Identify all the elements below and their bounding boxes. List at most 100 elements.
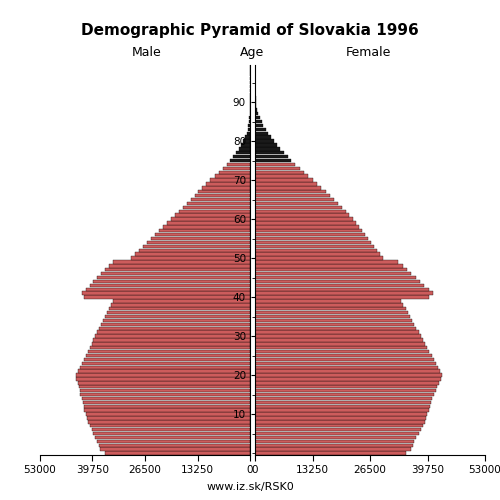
Bar	[242, 144, 250, 146]
Bar	[255, 163, 296, 166]
Bar	[255, 222, 356, 224]
Bar	[94, 432, 250, 435]
Bar	[255, 338, 423, 342]
Bar	[255, 178, 312, 182]
Bar	[224, 166, 250, 170]
Bar	[79, 385, 250, 388]
Bar	[94, 280, 250, 283]
Bar	[255, 116, 260, 119]
Bar	[255, 311, 408, 314]
Bar	[108, 311, 250, 314]
Bar	[255, 448, 411, 451]
Bar	[255, 424, 423, 428]
Bar	[255, 354, 432, 357]
Bar	[86, 288, 250, 291]
Bar	[255, 428, 421, 432]
Bar	[83, 400, 250, 404]
Bar	[255, 140, 274, 142]
Bar	[139, 248, 250, 252]
Bar	[151, 237, 250, 240]
Bar	[90, 346, 250, 350]
Bar	[110, 264, 250, 268]
Bar	[255, 112, 258, 116]
Bar	[82, 397, 250, 400]
Bar	[255, 120, 262, 123]
Bar	[210, 178, 250, 182]
Bar	[255, 292, 433, 295]
Bar	[255, 225, 358, 228]
Bar	[106, 268, 250, 272]
Bar	[255, 268, 407, 272]
Bar	[255, 237, 368, 240]
Bar	[206, 182, 250, 186]
Bar	[255, 362, 436, 365]
Bar	[86, 354, 250, 357]
Bar	[112, 303, 250, 306]
Bar	[80, 393, 250, 396]
Bar	[255, 108, 258, 112]
Bar	[92, 428, 250, 432]
Bar	[100, 448, 250, 451]
Bar	[174, 214, 250, 217]
Bar	[236, 151, 250, 154]
Bar	[255, 381, 439, 384]
Bar	[255, 350, 430, 354]
Bar	[255, 334, 421, 338]
Bar	[96, 334, 250, 338]
Bar	[84, 408, 250, 412]
Bar	[190, 198, 250, 201]
Bar	[88, 350, 250, 354]
Bar	[131, 256, 250, 260]
Bar	[244, 140, 250, 142]
Bar	[255, 322, 414, 326]
Bar	[100, 326, 250, 330]
Bar	[159, 229, 250, 232]
Bar	[255, 432, 418, 435]
Bar	[255, 248, 377, 252]
Bar	[255, 440, 414, 443]
Bar	[239, 147, 250, 150]
Bar	[255, 288, 428, 291]
Text: Demographic Pyramid of Slovakia 1996: Demographic Pyramid of Slovakia 1996	[81, 22, 419, 38]
Bar	[202, 186, 250, 190]
Bar	[147, 241, 250, 244]
Bar	[255, 144, 276, 146]
Bar	[255, 378, 440, 380]
Bar	[255, 170, 304, 174]
Bar	[255, 370, 440, 373]
Bar	[102, 322, 250, 326]
Bar	[255, 374, 442, 376]
Bar	[255, 326, 416, 330]
Bar	[255, 284, 424, 287]
Bar	[87, 416, 250, 420]
Bar	[255, 229, 362, 232]
Bar	[163, 225, 250, 228]
Bar	[86, 412, 250, 416]
Bar	[78, 381, 250, 384]
Bar	[143, 244, 250, 248]
Bar	[255, 397, 432, 400]
Bar	[98, 330, 250, 334]
Bar	[255, 190, 326, 194]
Bar	[255, 252, 380, 256]
Bar	[255, 155, 288, 158]
Bar	[255, 260, 398, 264]
Bar	[255, 346, 428, 350]
Bar	[255, 342, 425, 345]
Bar	[255, 202, 338, 205]
Bar	[230, 159, 250, 162]
Bar	[186, 202, 250, 205]
Bar	[255, 385, 438, 388]
Bar	[90, 284, 250, 287]
Bar	[255, 241, 371, 244]
Bar	[255, 264, 402, 268]
Bar	[255, 124, 264, 127]
Bar	[255, 100, 256, 103]
Bar	[155, 233, 250, 236]
Bar	[255, 198, 334, 201]
Bar	[249, 120, 250, 123]
Bar	[255, 218, 352, 220]
Bar	[84, 296, 250, 298]
Text: www.iz.sk/RSK0: www.iz.sk/RSK0	[206, 482, 294, 492]
Bar	[82, 362, 250, 365]
